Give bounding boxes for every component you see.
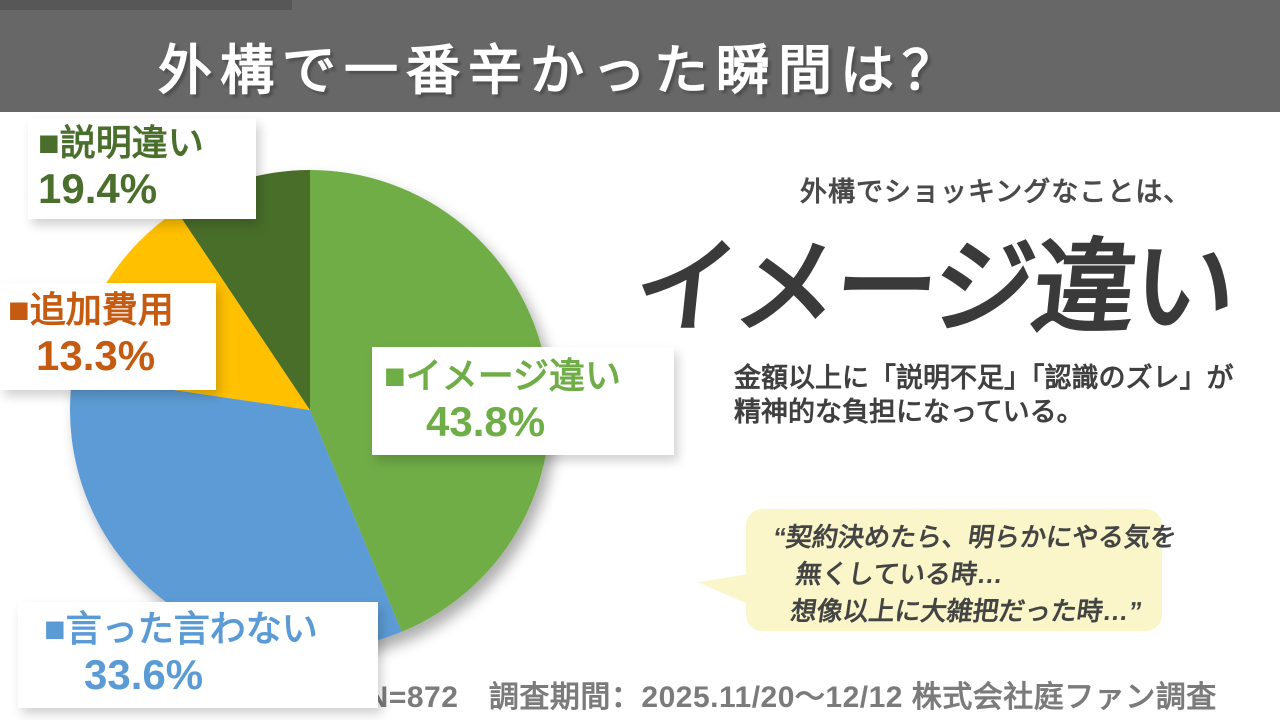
legend-percent: 13.3% — [36, 332, 156, 380]
survey-footnote: ※N=872 調査期間：2025.11/20〜12/12 株式会社庭ファン調査 — [337, 681, 1217, 714]
legend-percent: 19.4% — [38, 165, 158, 213]
legend-label: 言った言わない — [65, 608, 318, 649]
quote-line3: 想像以上に大雑把だった時…” — [788, 595, 1145, 626]
legend-itta-iwanai: ■言った言わない 33.6% — [18, 602, 378, 708]
insight-body-line1: 金額以上に「説明不足」「認識のズレ」が — [734, 363, 1234, 393]
legend-swatch-icon: ■ — [44, 608, 66, 649]
legend-label: イメージ違い — [405, 355, 622, 396]
legend-percent: 33.6% — [84, 651, 204, 699]
legend-label-line: ■追加費用 — [8, 289, 216, 331]
pie-slice-説明違い — [176, 170, 310, 410]
legend-swatch-icon: ■ — [384, 355, 406, 396]
page-title: 外構で一番辛かった瞬間は？ — [158, 41, 964, 101]
legend-swatch-icon: ■ — [38, 122, 60, 163]
header-accent-strip — [0, 0, 292, 10]
legend-tsuika-hiyou: ■追加費用 13.3% — [0, 283, 216, 390]
insight-kicker: 外構でショッキングなことは、 — [800, 177, 1192, 207]
pie-slice-言った言わない — [69, 375, 402, 651]
legend-label-line: ■言った言わない — [44, 608, 378, 650]
legend-setsumei-chigai: ■説明違い 19.4% — [28, 118, 256, 219]
insight-headline: イメージ違い — [629, 230, 1240, 345]
quote-text: “契約決めたら、明らかにやる気を 無くしている時… 想像以上に大雑把だった時…” — [760, 519, 1179, 630]
legend-label-line: ■イメージ違い — [384, 355, 674, 397]
header-banner: 外構で一番辛かった瞬間は？ — [0, 0, 1280, 112]
insight-body-line2: 精神的な負担になっている。 — [734, 396, 1084, 427]
legend-percent: 43.8% — [426, 398, 546, 446]
legend-label: 説明違い — [59, 122, 204, 163]
insight-body: 金額以上に「説明不足」「認識のズレ」が 精神的な負担になっている。 — [734, 362, 1234, 430]
quote-bubble: “契約決めたら、明らかにやる気を 無くしている時… 想像以上に大雑把だった時…” — [696, 509, 1178, 631]
legend-image-chigai: ■イメージ違い 43.8% — [372, 347, 674, 455]
quote-line2: 無くしている時… — [793, 558, 1006, 589]
quote-line1: “契約決めたら、明らかにやる気を — [771, 522, 1179, 552]
legend-label-line: ■説明違い — [38, 122, 256, 164]
legend-label: 追加費用 — [29, 289, 174, 330]
legend-swatch-icon: ■ — [8, 289, 30, 330]
quote-bubble-tail-icon — [696, 568, 750, 604]
